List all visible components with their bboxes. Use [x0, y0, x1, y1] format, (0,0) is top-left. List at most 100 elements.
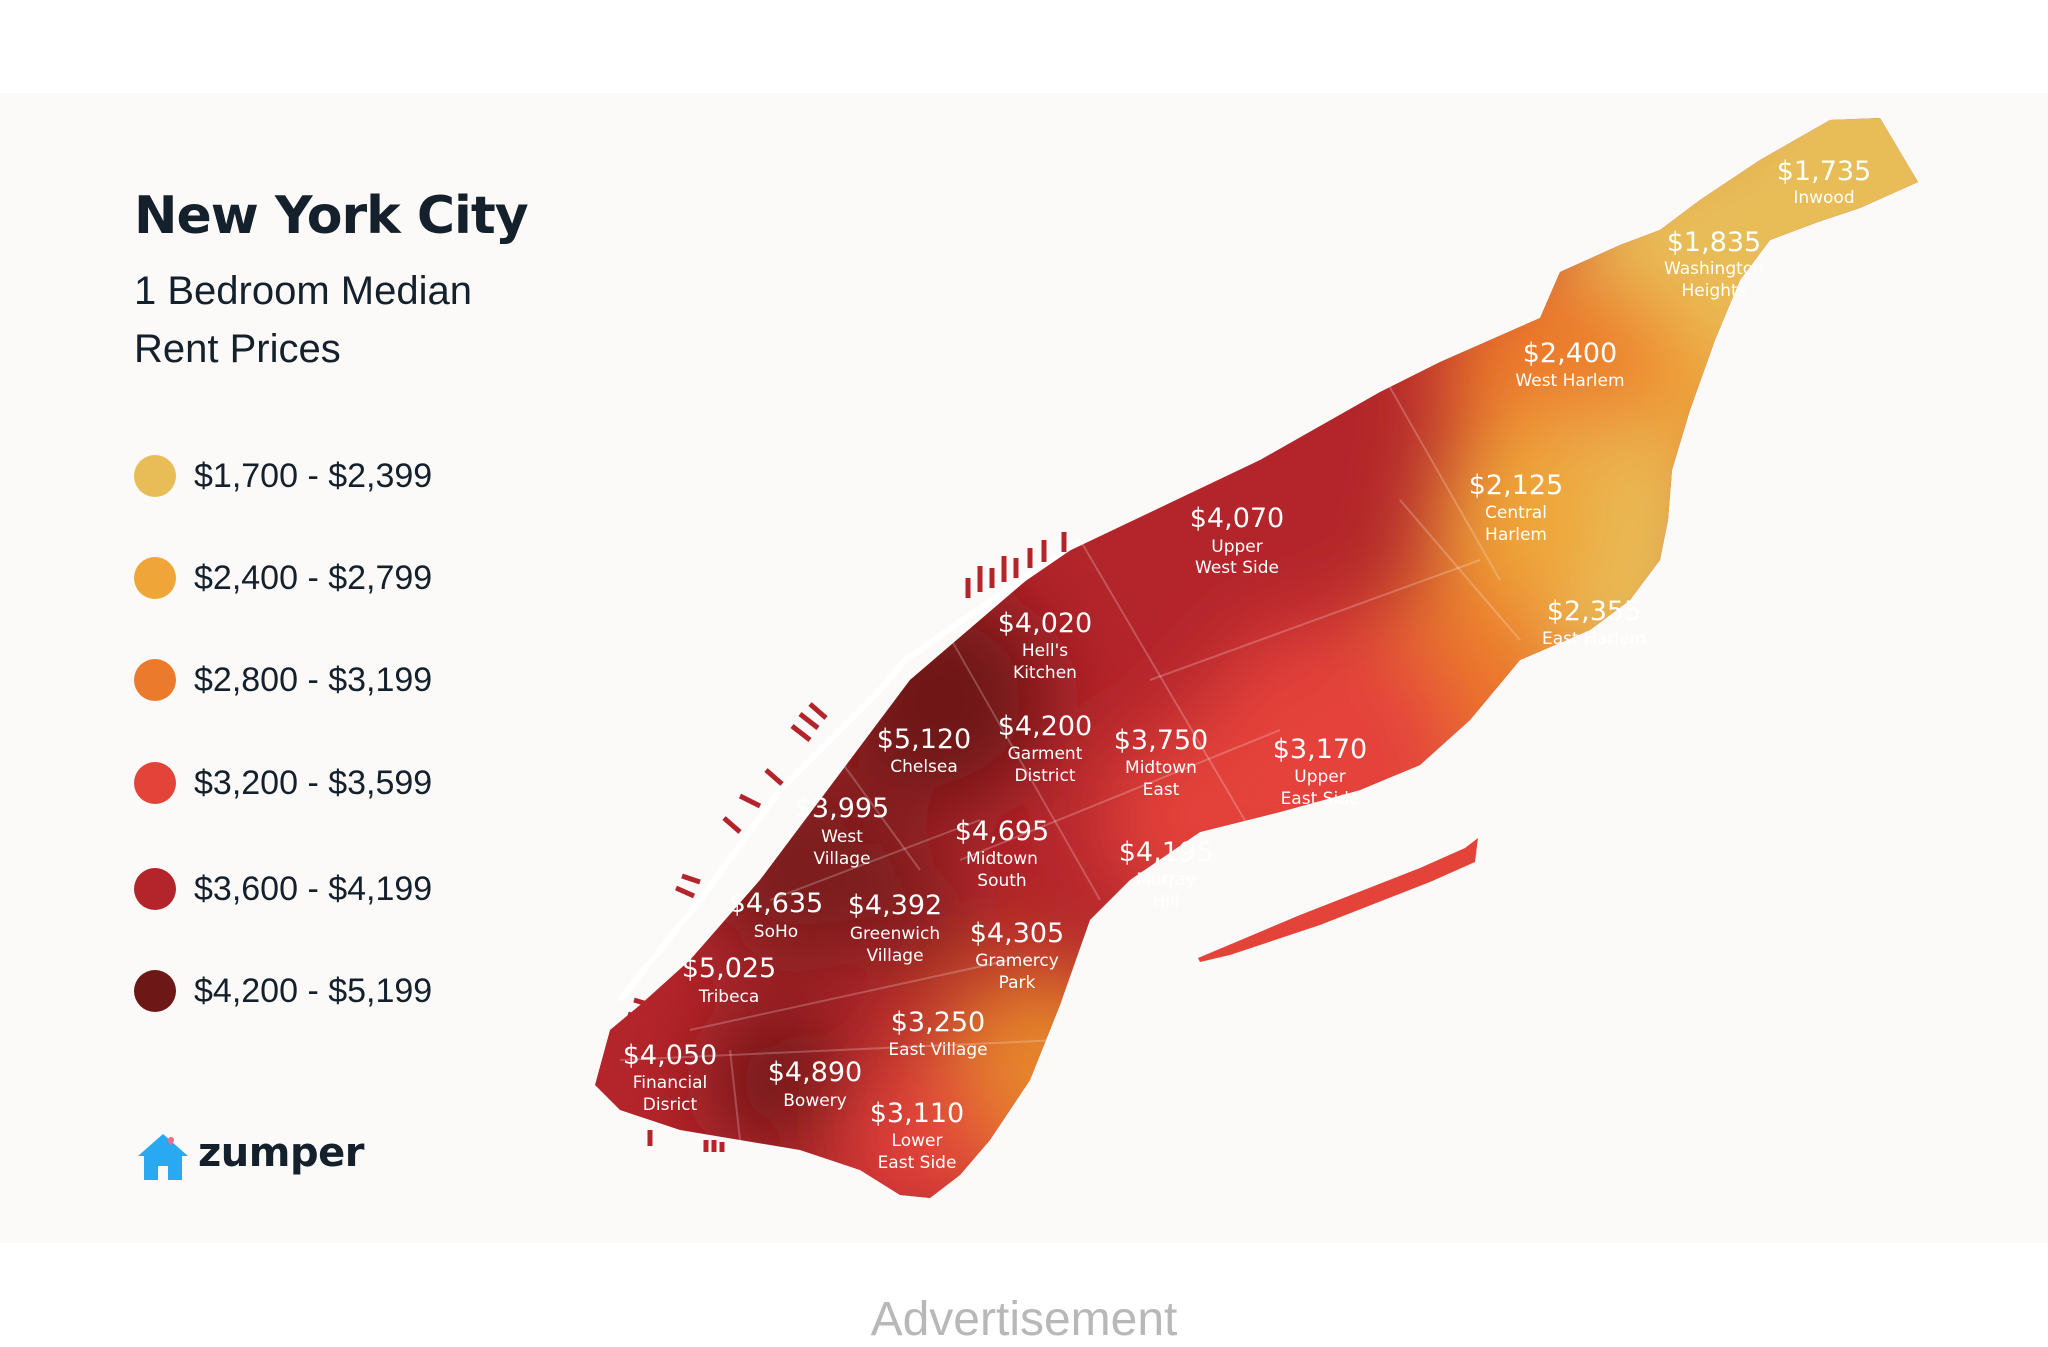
price-label: $4,020 [998, 608, 1092, 639]
neighborhood-name: Village [813, 849, 870, 869]
price-label: $4,305 [970, 918, 1064, 949]
neighborhood-upper-west-side: $4,070 Upper West Side [1190, 503, 1284, 578]
price-label: $5,120 [877, 724, 971, 755]
neighborhood-name: SoHo [754, 922, 798, 942]
neighborhood-name: Midtown [966, 849, 1038, 869]
neighborhood-bowery: $4,890 Bowery [768, 1057, 862, 1111]
legend-label: $3,600 - $4,199 [194, 870, 433, 908]
neighborhood-garment-district: $4,200 Garment District [998, 711, 1092, 786]
neighborhood-chelsea: $5,120 Chelsea [877, 724, 971, 777]
legend-swatch [134, 659, 176, 701]
map-subtitle: 1 Bedroom Median Rent Prices [134, 269, 472, 371]
price-label: $5,025 [682, 953, 776, 984]
neighborhood-name: Upper [1294, 767, 1345, 787]
neighborhood-name: East Village [888, 1040, 987, 1060]
legend-swatch [134, 455, 176, 497]
neighborhood-greenwich-village: $4,392 Greenwich Village [848, 890, 942, 966]
legend-swatch [134, 868, 176, 910]
neighborhood-name: Village [866, 946, 923, 966]
neighborhood-name: Hill [1153, 892, 1180, 912]
neighborhood-hells-kitchen: $4,020 Hell's Kitchen [998, 608, 1092, 683]
price-label: $3,995 [795, 793, 889, 824]
neighborhood-name: Midtown [1125, 758, 1197, 778]
neighborhood-name: Inwood [1793, 188, 1854, 208]
neighborhood-name: Washington [1664, 259, 1764, 279]
neighborhood-name: Heights [1681, 281, 1746, 301]
price-label: $4,200 [998, 711, 1092, 742]
price-label: $4,392 [848, 890, 942, 921]
price-label: $4,070 [1190, 503, 1284, 534]
price-label: $4,695 [955, 816, 1049, 847]
neighborhood-midtown-south: $4,695 Midtown South [955, 816, 1049, 891]
legend-label: $3,200 - $3,599 [194, 764, 433, 802]
map-title: New York City [134, 186, 529, 246]
legend-swatch [134, 762, 176, 804]
neighborhood-name: West Side [1195, 558, 1279, 578]
neighborhood-soho: $4,635 SoHo [729, 888, 823, 942]
neighborhood-name: Lower [892, 1131, 943, 1151]
neighborhood-east-harlem: $2,355 East Harlem [1542, 596, 1646, 649]
legend-swatch [134, 970, 176, 1012]
neighborhood-name: Garment [1008, 744, 1083, 764]
neighborhood-name: Park [999, 973, 1036, 993]
neighborhood-name: Tribeca [698, 987, 760, 1007]
price-label: $3,250 [891, 1007, 985, 1038]
neighborhood-labels: $1,735 Inwood $1,835 Washington Heights … [623, 156, 1871, 1173]
price-label: $1,735 [1777, 156, 1871, 187]
neighborhood-name: East Side [1281, 789, 1360, 809]
price-label: $4,195 [1119, 837, 1213, 868]
legend-swatch [134, 557, 176, 599]
neighborhood-washington-heights: $1,835 Washington Heights [1664, 227, 1764, 301]
piers [627, 532, 1067, 1152]
brand-name: zumper [198, 1130, 364, 1176]
neighborhood-west-harlem: $2,400 West Harlem [1515, 338, 1624, 391]
price-label: $4,635 [729, 888, 823, 919]
neighborhood-name: West Harlem [1515, 371, 1624, 391]
neighborhood-name: Hell's [1022, 641, 1068, 661]
advertisement-label: Advertisement [870, 1293, 1178, 1346]
legend-label: $1,700 - $2,399 [194, 457, 433, 495]
neighborhood-gramercy-park: $4,305 Gramercy Park [970, 918, 1064, 993]
neighborhood-east-village: $3,250 East Village [888, 1007, 987, 1060]
roosevelt-island [1198, 838, 1478, 962]
neighborhood-name: Bowery [783, 1091, 846, 1111]
price-label: $3,170 [1273, 734, 1367, 765]
neighborhood-name: West [821, 827, 863, 847]
neighborhood-name: Kitchen [1013, 663, 1077, 683]
neighborhood-midtown-east: $3,750 Midtown East [1114, 725, 1208, 800]
legend-label: $4,200 - $5,199 [194, 972, 433, 1010]
neighborhood-name: Gramercy [975, 951, 1059, 971]
neighborhood-murray-hill: $4,195 Murray Hill [1119, 837, 1213, 912]
neighborhood-name: Upper [1211, 537, 1262, 557]
neighborhood-upper-east-side: $3,170 Upper East Side [1273, 734, 1367, 809]
neighborhood-name: East [1143, 780, 1180, 800]
legend-label: $2,400 - $2,799 [194, 559, 433, 597]
price-label: $2,125 [1469, 470, 1563, 501]
neighborhood-central-harlem: $2,125 Central Harlem [1469, 470, 1563, 545]
neighborhood-name: Greenwich [850, 924, 940, 944]
neighborhood-name: South [977, 871, 1026, 891]
neighborhood-financial-district: $4,050 Financial Disrict [623, 1040, 717, 1115]
price-label: $4,890 [768, 1057, 862, 1088]
neighborhood-name: East Side [878, 1153, 957, 1173]
house-icon [138, 1134, 188, 1180]
neighborhood-name: East Harlem [1542, 629, 1646, 649]
neighborhood-lower-east-side: $3,110 Lower East Side [870, 1098, 964, 1173]
neighborhood-name: Disrict [643, 1095, 698, 1115]
neighborhood-name: Central [1485, 503, 1547, 523]
neighborhood-name: Harlem [1485, 525, 1547, 545]
west-side-highway [877, 537, 1082, 692]
neighborhood-tribeca: $5,025 Tribeca [682, 953, 776, 1007]
price-label: $3,110 [870, 1098, 964, 1129]
price-label: $4,050 [623, 1040, 717, 1071]
legend-label: $2,800 - $3,199 [194, 661, 433, 699]
price-label: $1,835 [1667, 227, 1761, 258]
neighborhood-name: Murray [1136, 870, 1196, 890]
neighborhood-name: Financial [633, 1073, 707, 1093]
neighborhood-name: District [1014, 766, 1075, 786]
price-label: $2,355 [1547, 596, 1641, 627]
neighborhood-name: Chelsea [890, 757, 958, 777]
price-label: $2,400 [1523, 338, 1617, 369]
neighborhood-west-village: $3,995 West Village [795, 793, 889, 869]
